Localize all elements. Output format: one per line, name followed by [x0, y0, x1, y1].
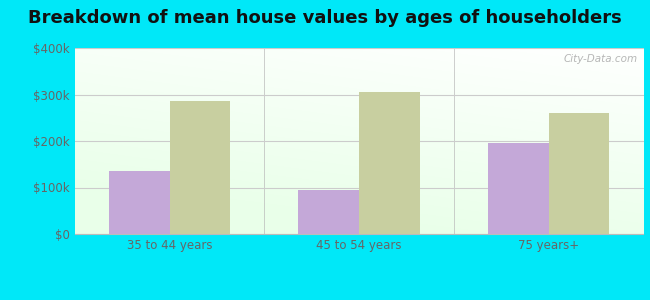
Bar [549, 113, 609, 234]
Text: Breakdown of mean house values by ages of householders: Breakdown of mean house values by ages o… [28, 9, 622, 27]
Bar [298, 190, 359, 234]
Bar [359, 92, 420, 234]
Bar [488, 143, 549, 234]
Bar [170, 101, 230, 234]
Text: City-Data.com: City-Data.com [564, 54, 638, 64]
Bar [109, 171, 170, 234]
